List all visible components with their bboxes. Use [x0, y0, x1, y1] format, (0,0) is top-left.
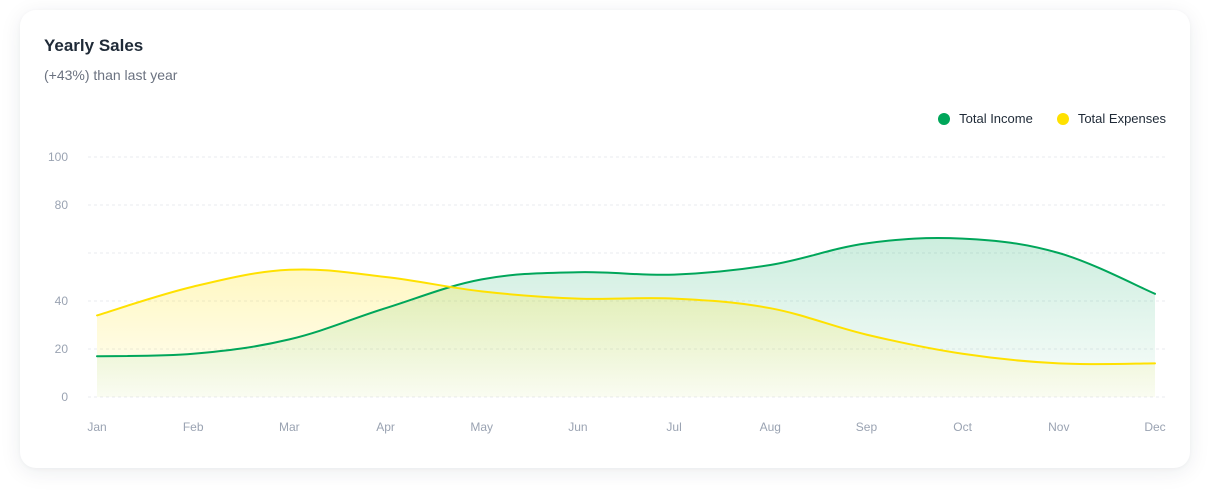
data-point-total-income-aug[interactable]: [767, 262, 773, 268]
y-tick-label-20: 20: [55, 342, 69, 356]
data-point-total-income-may[interactable]: [479, 276, 485, 282]
legend-label-total-expenses: Total Expenses: [1077, 111, 1166, 126]
data-point-total-expenses-nov[interactable]: [1056, 360, 1062, 366]
x-tick-label-jun: Jun: [568, 420, 587, 434]
area-total-expenses: [97, 269, 1155, 397]
legend-item-total-income[interactable]: Total Income: [938, 111, 1033, 126]
data-point-total-expenses-oct[interactable]: [960, 351, 966, 357]
legend-marker-total-income: [938, 112, 951, 125]
x-tick-label-sep: Sep: [856, 420, 878, 434]
data-point-total-income-mar[interactable]: [286, 336, 292, 342]
legend-label-total-income: Total Income: [959, 111, 1033, 126]
data-point-total-expenses-apr[interactable]: [383, 274, 389, 280]
legend-marker-total-expenses: [1056, 112, 1069, 125]
data-point-total-income-jun[interactable]: [575, 269, 581, 275]
legend-item-total-expenses[interactable]: Total Expenses: [1056, 111, 1166, 126]
data-point-total-expenses-jul[interactable]: [671, 296, 677, 302]
yearly-sales-chart: 0 20 40 80 100 Jan Feb Mar Apr May Jun Jul Aug Sep Oc…: [48, 150, 1168, 434]
data-point-total-expenses-jan[interactable]: [94, 312, 100, 318]
data-point-total-income-oct[interactable]: [960, 236, 966, 242]
yearly-sales-card: Yearly Sales (+43%) than last year Total…: [20, 10, 1190, 468]
data-point-total-income-nov[interactable]: [1056, 250, 1062, 256]
y-axis: 0 20 40 80 100: [48, 150, 68, 404]
data-point-total-expenses-feb[interactable]: [190, 284, 196, 290]
x-tick-label-jul: Jul: [666, 420, 681, 434]
x-tick-label-apr: Apr: [376, 420, 395, 434]
x-tick-label-oct: Oct: [953, 420, 972, 434]
data-point-total-expenses-may[interactable]: [479, 288, 485, 294]
x-tick-label-feb: Feb: [183, 420, 204, 434]
x-tick-label-nov: Nov: [1048, 420, 1069, 434]
x-tick-label-aug: Aug: [760, 420, 781, 434]
x-axis: Jan Feb Mar Apr May Jun Jul Aug Sep Oct Nov Dec: [87, 420, 1165, 434]
x-tick-label-may: May: [470, 420, 493, 434]
x-tick-label-dec: Dec: [1144, 420, 1165, 434]
series-line-total-expenses[interactable]: [96, 268, 1156, 366]
x-tick-label-mar: Mar: [279, 420, 300, 434]
y-tick-label-40: 40: [55, 294, 69, 308]
data-point-total-expenses-aug[interactable]: [767, 305, 773, 311]
data-point-total-income-feb[interactable]: [190, 351, 196, 357]
data-point-total-expenses-dec[interactable]: [1152, 360, 1158, 366]
series-lines: [94, 236, 1158, 366]
data-point-total-expenses-sep[interactable]: [863, 332, 869, 338]
y-tick-label-100: 100: [48, 150, 68, 164]
series-line-total-income[interactable]: [96, 236, 1156, 358]
data-point-total-expenses-jun[interactable]: [575, 296, 581, 302]
data-point-total-income-sep[interactable]: [863, 240, 869, 246]
chart-title: Yearly Sales: [44, 36, 144, 55]
data-point-total-income-jan[interactable]: [94, 353, 100, 359]
data-point-total-expenses-mar[interactable]: [286, 267, 292, 273]
y-tick-label-0: 0: [61, 390, 68, 404]
series-areas: [97, 237, 1155, 397]
chart-subtitle: (+43%) than last year: [44, 67, 178, 83]
chart-legend: Total Income Total Expenses: [938, 111, 1166, 126]
data-point-total-income-jul[interactable]: [671, 272, 677, 278]
data-point-total-income-dec[interactable]: [1152, 291, 1158, 297]
y-tick-label-80: 80: [55, 198, 69, 212]
data-point-total-income-apr[interactable]: [383, 305, 389, 311]
x-tick-label-jan: Jan: [87, 420, 106, 434]
